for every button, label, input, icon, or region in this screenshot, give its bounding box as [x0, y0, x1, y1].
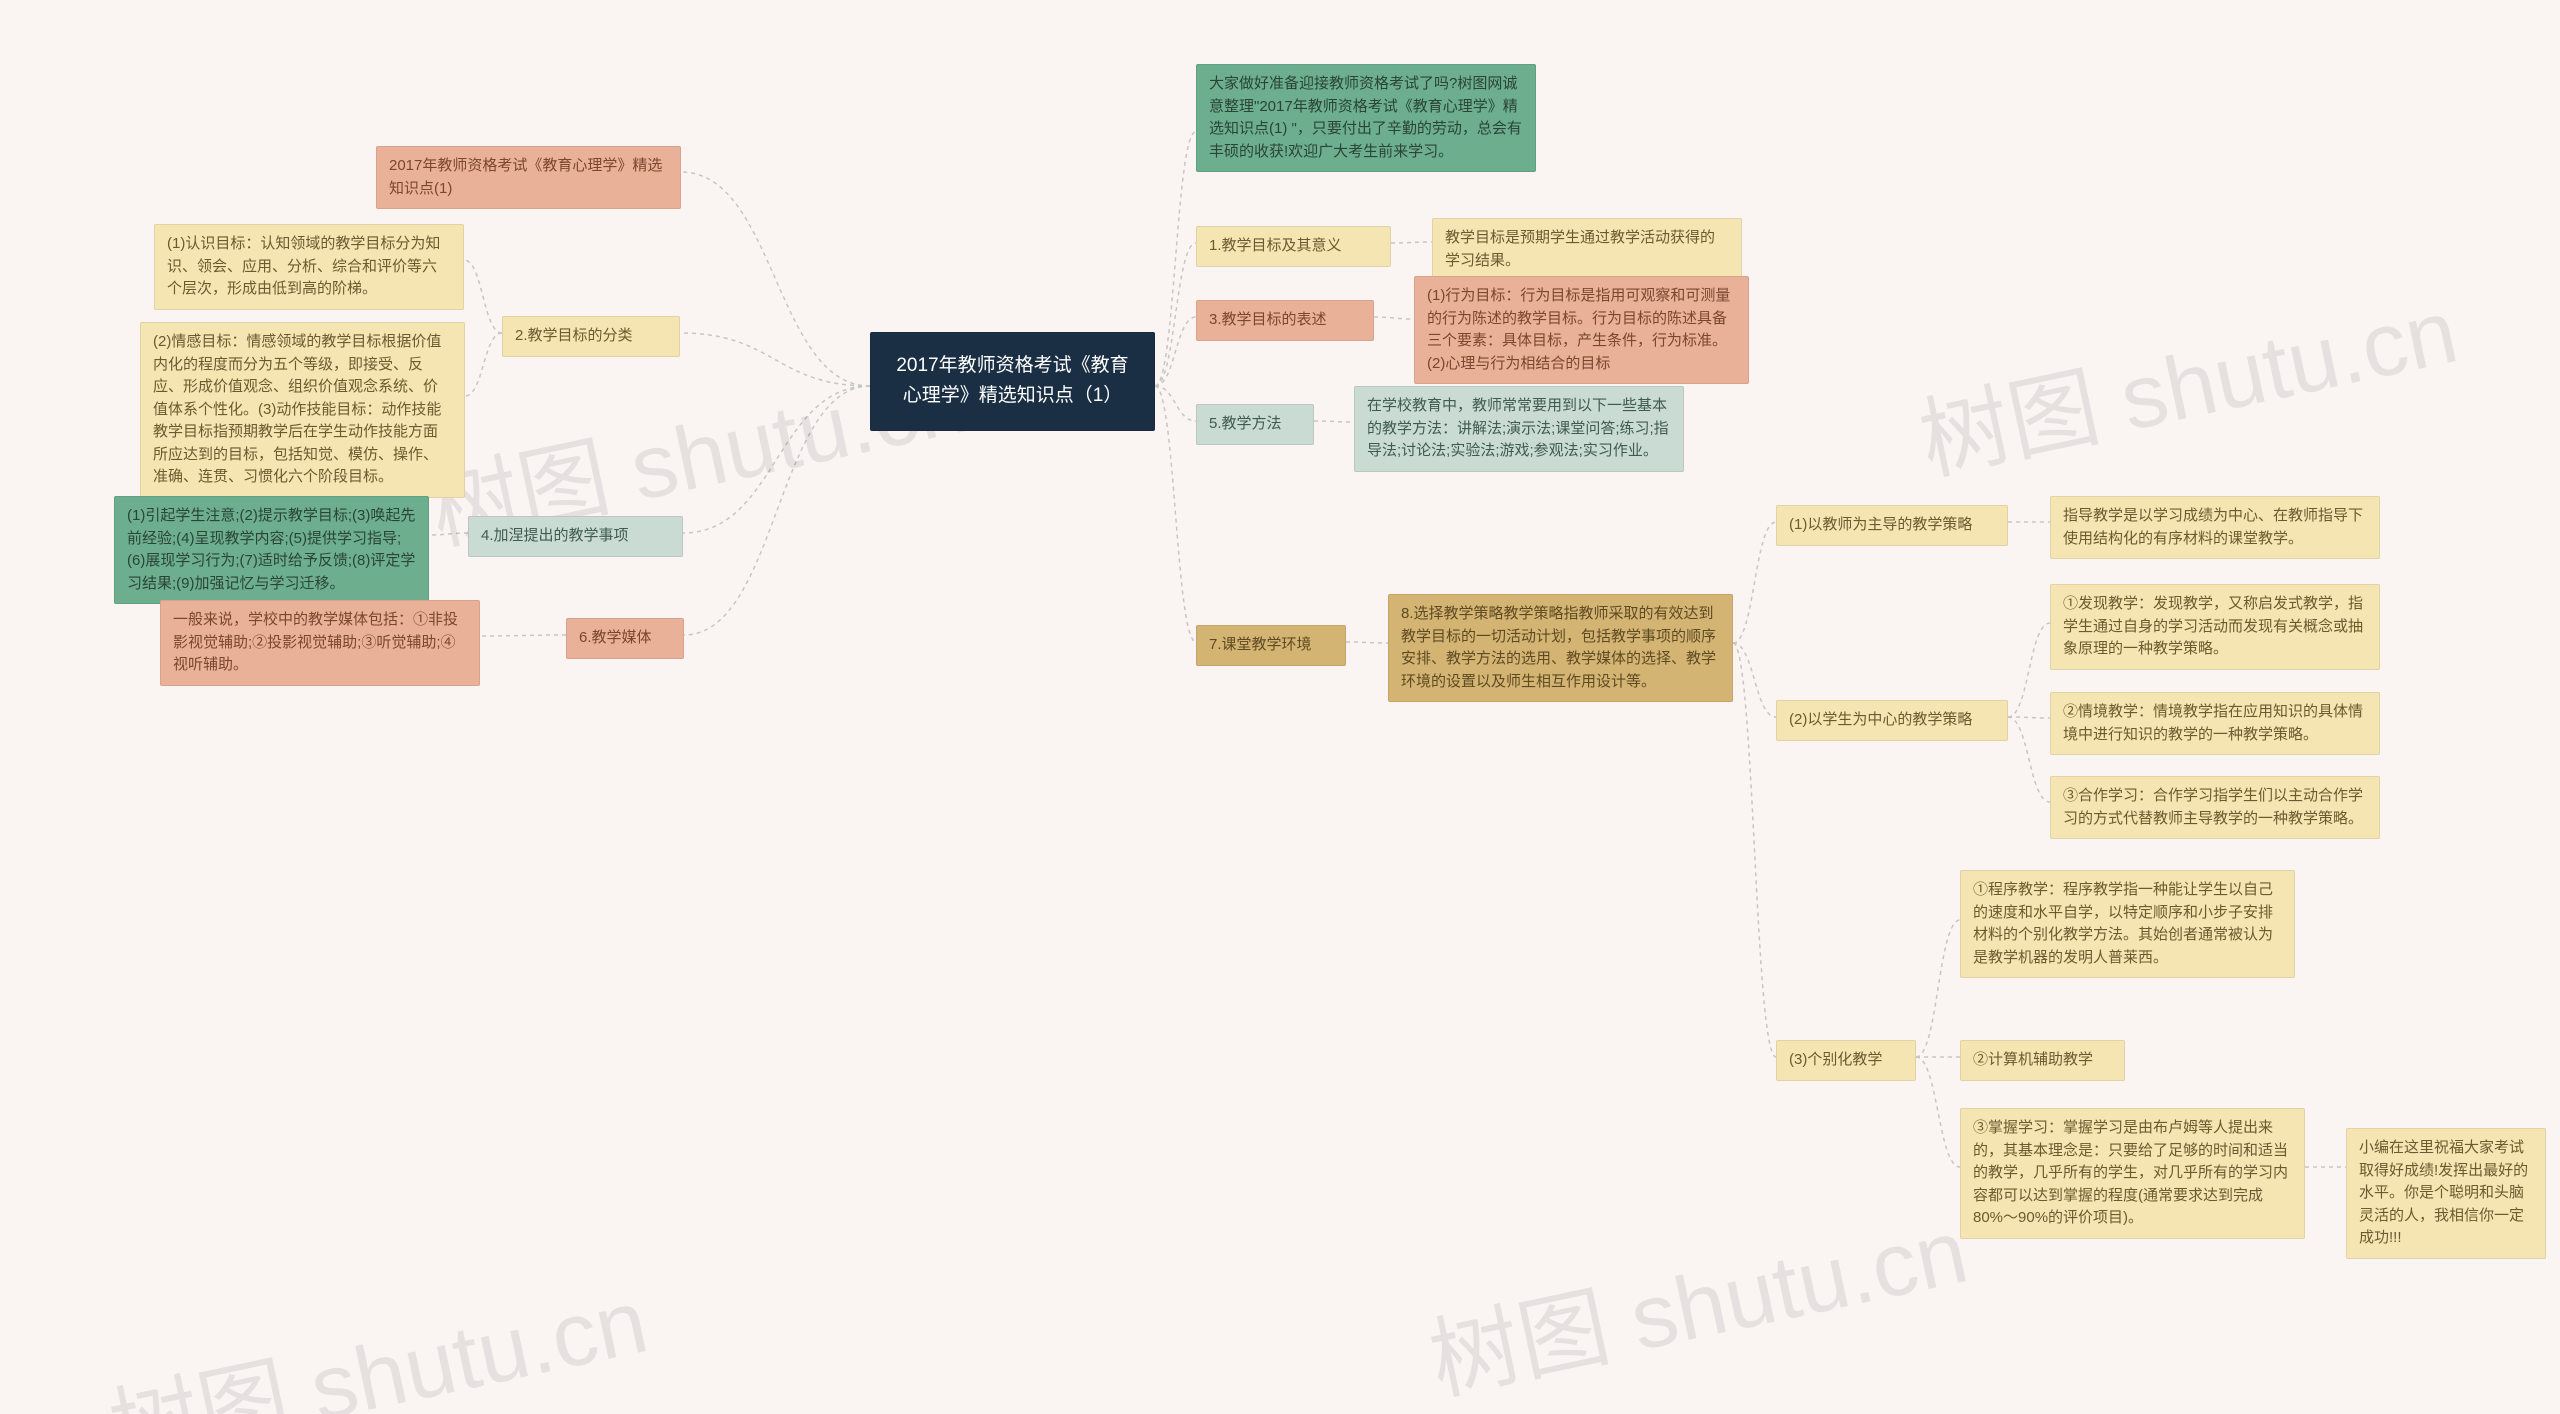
connector [1155, 386, 1196, 642]
node-r5a[interactable]: 在学校教育中，教师常常要用到以下一些基本的教学方法：讲解法;演示法;课堂问答;练… [1354, 386, 1684, 472]
node-r7b3c1[interactable]: 小编在这里祝福大家考试取得好成绩!发挥出最好的水平。你是个聪明和头脑灵活的人，我… [2346, 1128, 2546, 1259]
node-r1a[interactable]: 教学目标是预期学生通过教学活动获得的学习结果。 [1432, 218, 1742, 281]
connector [1346, 642, 1388, 643]
node-r7b3c[interactable]: ③掌握学习：掌握学习是由布卢姆等人提出来的，其基本理念是：只要给了足够的时间和适… [1960, 1108, 2305, 1239]
connector [681, 172, 870, 386]
node-r7b2a[interactable]: ①发现教学：发现教学，又称启发式教学，指学生通过自身的学习活动而发现有关概念或抽… [2050, 584, 2380, 670]
connector [2008, 717, 2050, 718]
node-r7b3b[interactable]: ②计算机辅助教学 [1960, 1040, 2125, 1081]
node-l2a[interactable]: (1)认识目标：认知领域的教学目标分为知识、领会、应用、分析、综合和评价等六个层… [154, 224, 464, 310]
watermark: 树图 shutu.cn [1906, 258, 2466, 499]
node-r7[interactable]: 7.课堂教学环境 [1196, 625, 1346, 666]
node-r7b2c[interactable]: ③合作学习：合作学习指学生们以主动合作学习的方式代替教师主导教学的一种教学策略。 [2050, 776, 2380, 839]
connector [1374, 317, 1414, 319]
connector [1155, 386, 1196, 421]
connector [2008, 717, 2050, 802]
connector [1314, 421, 1354, 422]
connector [429, 533, 468, 535]
node-l6[interactable]: 6.教学媒体 [566, 618, 684, 659]
connector [683, 386, 870, 533]
connector [684, 386, 870, 635]
node-r7b3[interactable]: (3)个别化教学 [1776, 1040, 1916, 1081]
watermark: 树图 shutu.cn [96, 1248, 656, 1414]
connector [1733, 643, 1776, 1057]
node-l2[interactable]: 2.教学目标的分类 [502, 316, 680, 357]
connector [1916, 1057, 1960, 1167]
connector [464, 260, 502, 333]
node-r7b1[interactable]: (1)以教师为主导的教学策略 [1776, 505, 2008, 546]
node-intro[interactable]: 大家做好准备迎接教师资格考试了吗?树图网诚意整理"2017年教师资格考试《教育心… [1196, 64, 1536, 172]
connector [680, 333, 870, 386]
connector [1916, 920, 1960, 1057]
node-r7b1a[interactable]: 指导教学是以学习成绩为中心、在教师指导下使用结构化的有序材料的课堂教学。 [2050, 496, 2380, 559]
node-l6a[interactable]: 一般来说，学校中的教学媒体包括：①非投影视觉辅助;②投影视觉辅助;③听觉辅助;④… [160, 600, 480, 686]
node-r3[interactable]: 3.教学目标的表述 [1196, 300, 1374, 341]
node-r3a[interactable]: (1)行为目标：行为目标是指用可观察和可测量的行为陈述的教学目标。行为目标的陈述… [1414, 276, 1749, 384]
watermark: 树图 shutu.cn [1416, 1178, 1976, 1414]
connector [1155, 243, 1196, 386]
center-node[interactable]: 2017年教师资格考试《教育心理学》精选知识点（1） [870, 332, 1155, 431]
node-r7b3a[interactable]: ①程序教学：程序教学指一种能让学生以自己的速度和水平自学，以特定顺序和小步子安排… [1960, 870, 2295, 978]
node-l4a[interactable]: (1)引起学生注意;(2)提示教学目标;(3)唤起先前经验;(4)呈现教学内容;… [114, 496, 429, 604]
connector [1155, 132, 1196, 387]
connector [465, 333, 502, 396]
connector [480, 635, 566, 636]
node-l0[interactable]: 2017年教师资格考试《教育心理学》精选知识点(1) [376, 146, 681, 209]
node-r7b2[interactable]: (2)以学生为中心的教学策略 [1776, 700, 2008, 741]
node-r7a[interactable]: 8.选择教学策略教学策略指教师采取的有效达到教学目标的一切活动计划，包括教学事项… [1388, 594, 1733, 702]
connector [1391, 242, 1432, 243]
connector [1155, 317, 1196, 386]
node-r5[interactable]: 5.教学方法 [1196, 404, 1314, 445]
connector [1733, 522, 1776, 643]
node-l2b[interactable]: (2)情感目标：情感领域的教学目标根据价值内化的程度而分为五个等级，即接受、反应… [140, 322, 465, 498]
node-r7b2b[interactable]: ②情境教学：情境教学指在应用知识的具体情境中进行知识的教学的一种教学策略。 [2050, 692, 2380, 755]
connector [1733, 643, 1776, 717]
mindmap-canvas: 树图 shutu.cn树图 shutu.cn树图 shutu.cn树图 shut… [0, 0, 2560, 1414]
node-l4[interactable]: 4.加涅提出的教学事项 [468, 516, 683, 557]
node-r1[interactable]: 1.教学目标及其意义 [1196, 226, 1391, 267]
connector [2008, 623, 2050, 717]
